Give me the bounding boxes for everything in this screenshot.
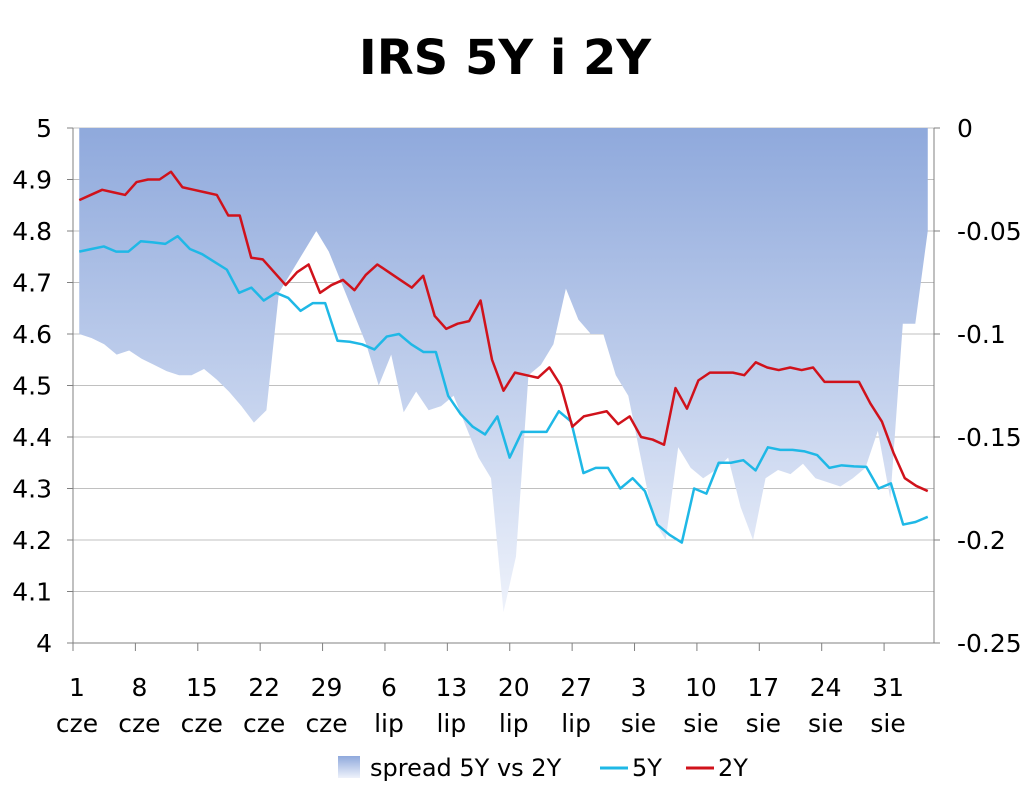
x-tick-label-day: 10: [685, 673, 717, 702]
x-tick-label-day: 27: [560, 673, 592, 702]
x-tick-label-day: 3: [631, 673, 647, 702]
x-tick-label-month: sie: [621, 709, 656, 738]
left-tick-label: 4.6: [12, 320, 52, 349]
right-tick-label: -0.2: [957, 526, 1006, 555]
x-tick-label-day: 15: [186, 673, 218, 702]
x-tick-label-day: 13: [435, 673, 467, 702]
left-tick-label: 5: [36, 114, 52, 143]
right-tick-label: -0.25: [957, 629, 1022, 658]
x-tick-label-month: lip: [374, 709, 404, 738]
x-tick-label-month: cze: [118, 709, 160, 738]
left-tick-label: 4.3: [12, 475, 52, 504]
x-tick-label-day: 6: [381, 673, 397, 702]
left-tick-label: 4.5: [12, 372, 52, 401]
left-tick-label: 4.2: [12, 526, 52, 555]
right-axis-tick-labels: -0.25 -0.2 -0.15 -0.1 -0.05 0: [957, 114, 1022, 658]
x-tick-label-day: 17: [747, 673, 779, 702]
left-tick-label: 4.4: [12, 423, 52, 452]
x-tick-label-month: cze: [243, 709, 285, 738]
series-2y-line: [78, 170, 929, 493]
chart-title: IRS 5Y i 2Y: [358, 30, 652, 86]
x-tick-label-month: cze: [56, 709, 98, 738]
x-tick-label-day: 31: [872, 673, 904, 702]
x-axis-tick-labels: 1 cze 8 cze 15 cze 22 cze 29 cze 6 lip 13 lip 20 lip 27 l…: [56, 673, 906, 738]
x-tick-label-month: lip: [499, 709, 529, 738]
line-series-layer: [78, 170, 929, 544]
left-tick-label: 4.8: [12, 217, 52, 246]
x-tick-label-day: 22: [248, 673, 280, 702]
right-tick-label: -0.15: [957, 423, 1022, 452]
x-tick-label-month: cze: [305, 709, 347, 738]
x-tick-label-month: sie: [683, 709, 718, 738]
axes: [67, 127, 940, 651]
left-tick-label: 4: [36, 629, 52, 658]
x-tick-label-day: 1: [69, 673, 85, 702]
legend-2y-label: 2Y: [718, 754, 748, 782]
left-tick-label: 4.1: [12, 578, 52, 607]
x-tick-label-day: 8: [131, 673, 147, 702]
spread-area-layer: [79, 128, 928, 613]
x-tick-label-month: lip: [561, 709, 591, 738]
right-tick-label: 0: [957, 114, 973, 143]
x-tick-label-month: lip: [436, 709, 466, 738]
legend-spread-label: spread 5Y vs 2Y: [370, 754, 562, 782]
spread-area: [79, 128, 928, 613]
legend-spread-swatch: [338, 756, 360, 778]
legend: spread 5Y vs 2Y 5Y 2Y: [338, 754, 748, 782]
x-tick-label-day: 29: [311, 673, 343, 702]
x-tick-label-day: 20: [498, 673, 530, 702]
left-tick-label: 4.9: [12, 166, 52, 195]
series-5y-line: [78, 234, 929, 544]
x-tick-label-month: cze: [181, 709, 223, 738]
left-tick-label: 4.7: [12, 269, 52, 298]
x-tick-label-day: 24: [810, 673, 842, 702]
x-tick-label-month: sie: [746, 709, 781, 738]
right-tick-label: -0.05: [957, 217, 1022, 246]
legend-5y-label: 5Y: [632, 754, 662, 782]
left-axis-tick-labels: 4 4.1 4.2 4.3 4.4 4.5 4.6 4.7 4.8 4.9 5: [12, 114, 52, 658]
x-tick-label-month: sie: [808, 709, 843, 738]
right-tick-label: -0.1: [957, 320, 1006, 349]
x-tick-label-month: sie: [870, 709, 905, 738]
